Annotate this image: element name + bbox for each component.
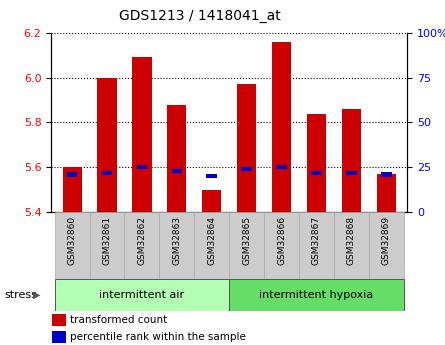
Text: GSM32868: GSM32868 [347,216,356,265]
Bar [67,172,77,177]
Text: ▶: ▶ [33,290,41,300]
FancyBboxPatch shape [229,279,404,311]
Bar [206,174,217,178]
FancyBboxPatch shape [55,212,89,279]
Bar [381,172,392,177]
Text: GSM32866: GSM32866 [277,216,286,265]
FancyBboxPatch shape [299,212,334,279]
Bar [311,171,322,175]
Bar [167,105,186,212]
Text: GSM32867: GSM32867 [312,216,321,265]
FancyBboxPatch shape [125,212,159,279]
Text: GSM32862: GSM32862 [138,216,146,265]
Bar [97,78,117,212]
FancyBboxPatch shape [159,212,194,279]
Text: intermittent hypoxia: intermittent hypoxia [259,290,373,300]
Bar [346,171,356,175]
FancyBboxPatch shape [369,212,404,279]
Text: GSM32860: GSM32860 [68,216,77,265]
Bar [202,190,221,212]
Bar [171,169,182,173]
FancyBboxPatch shape [55,279,229,311]
Bar [62,167,82,212]
Text: GDS1213 / 1418041_at: GDS1213 / 1418041_at [119,9,281,23]
Text: stress: stress [4,290,37,300]
Bar [53,331,66,343]
FancyBboxPatch shape [89,212,125,279]
Bar [342,109,361,212]
Bar [307,114,326,212]
Bar [276,165,287,169]
Bar [237,84,256,212]
Text: GSM32863: GSM32863 [172,216,181,265]
Bar [132,57,151,212]
Text: transformed count: transformed count [70,315,167,325]
Bar [102,171,112,175]
FancyBboxPatch shape [194,212,229,279]
Bar [53,314,66,326]
Text: percentile rank within the sample: percentile rank within the sample [70,332,246,342]
Bar [137,165,147,169]
Text: GSM32864: GSM32864 [207,216,216,265]
Text: GSM32861: GSM32861 [102,216,112,265]
Text: GSM32869: GSM32869 [382,216,391,265]
FancyBboxPatch shape [334,212,369,279]
Text: intermittent air: intermittent air [99,290,185,300]
Bar [376,174,396,212]
Bar [241,167,252,171]
FancyBboxPatch shape [264,212,299,279]
Text: GSM32865: GSM32865 [242,216,251,265]
Bar [272,42,291,212]
FancyBboxPatch shape [229,212,264,279]
